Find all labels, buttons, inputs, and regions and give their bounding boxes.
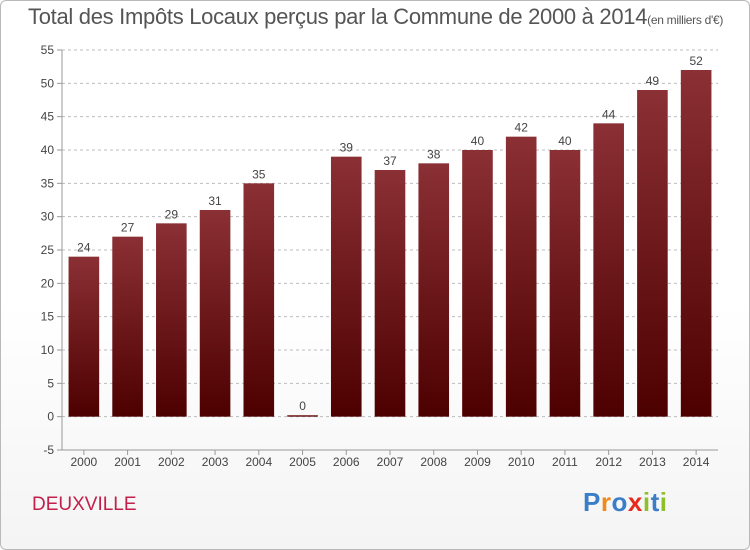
x-tick-label: 2003 — [202, 455, 229, 469]
logo-letter: x — [627, 487, 643, 517]
chart-title-text: Total des Impôts Locaux perçus par la Co… — [28, 4, 648, 29]
x-tick-label: 2012 — [595, 455, 622, 469]
commune-name: DEUXVILLE — [32, 494, 137, 515]
data-label: 52 — [689, 54, 703, 68]
data-label: 35 — [252, 167, 266, 181]
x-tick-label: 2005 — [289, 455, 316, 469]
bar — [462, 150, 493, 417]
x-tick-label: 2007 — [377, 455, 404, 469]
bar — [156, 223, 187, 417]
data-label: 37 — [383, 154, 397, 168]
chart-title: Total des Impôts Locaux perçus par la Co… — [28, 4, 723, 30]
bar — [287, 415, 318, 417]
y-tick-label: 25 — [41, 243, 55, 257]
data-label: 39 — [340, 141, 354, 155]
chart-unit: (en milliers d'€) — [647, 13, 724, 27]
y-tick-label: 10 — [41, 343, 55, 357]
logo-letter: P — [583, 487, 601, 517]
bar — [330, 156, 362, 417]
bar — [549, 150, 581, 417]
bar — [505, 136, 537, 417]
x-tick-label: 2013 — [639, 455, 666, 469]
x-tick-label: 2011 — [552, 455, 578, 469]
x-tick-label: 2000 — [71, 455, 98, 469]
data-label: 42 — [515, 121, 529, 135]
x-tick-label: 2006 — [333, 455, 360, 469]
y-tick-label: 35 — [41, 176, 55, 190]
logo-letter: o — [611, 487, 628, 517]
proxiti-logo[interactable]: Proxiti — [583, 487, 667, 518]
y-tick-label: 15 — [41, 310, 55, 324]
x-tick-label: 2009 — [464, 455, 491, 469]
data-label: 24 — [77, 241, 91, 255]
x-tick-label: 2002 — [158, 455, 185, 469]
y-tick-label: 5 — [47, 376, 54, 390]
y-tick-label: 20 — [41, 276, 55, 290]
y-tick-label: 45 — [41, 110, 55, 124]
data-label: 31 — [208, 194, 222, 208]
data-labels: 24 27 29 31 35 0 39 37 38 40 42 40 44 49 52 — [77, 54, 703, 413]
data-label: 44 — [602, 107, 616, 121]
y-tick-label: 30 — [41, 210, 55, 224]
bar — [593, 123, 624, 417]
y-tick-label: 40 — [41, 143, 55, 157]
bars — [68, 70, 712, 417]
x-tick-label: 2014 — [683, 455, 710, 469]
data-label: 40 — [471, 134, 485, 148]
x-tick-label: 2004 — [245, 455, 272, 469]
y-tick-label: 50 — [41, 76, 55, 90]
bar — [68, 256, 100, 417]
data-label: 38 — [427, 147, 441, 161]
data-label: 0 — [299, 399, 306, 413]
y-tick-label: -5 — [43, 443, 54, 457]
data-label: 29 — [165, 207, 179, 221]
logo-letter: r — [600, 487, 612, 517]
y-tick-label: 55 — [41, 43, 55, 57]
logo-letter: i — [659, 487, 668, 517]
x-tick-label: 2008 — [420, 455, 447, 469]
logo-letter: i — [642, 487, 651, 517]
bar — [374, 170, 406, 417]
bar — [418, 163, 450, 417]
y-tick-label: 0 — [47, 410, 54, 424]
bar — [680, 70, 712, 417]
bar — [243, 183, 275, 417]
bar — [199, 210, 231, 417]
axes: -5 0 5 10 15 20 25 30 35 40 45 50 55 2000 2001 2002 2003… — [41, 43, 718, 469]
data-label: 40 — [558, 134, 572, 148]
x-tick-label: 2010 — [508, 455, 535, 469]
logo-letter: t — [650, 487, 660, 517]
data-label: 49 — [646, 74, 660, 88]
bar — [637, 90, 668, 417]
x-tick-label: 2001 — [114, 455, 141, 469]
data-label: 27 — [121, 221, 135, 235]
bar — [112, 236, 143, 417]
